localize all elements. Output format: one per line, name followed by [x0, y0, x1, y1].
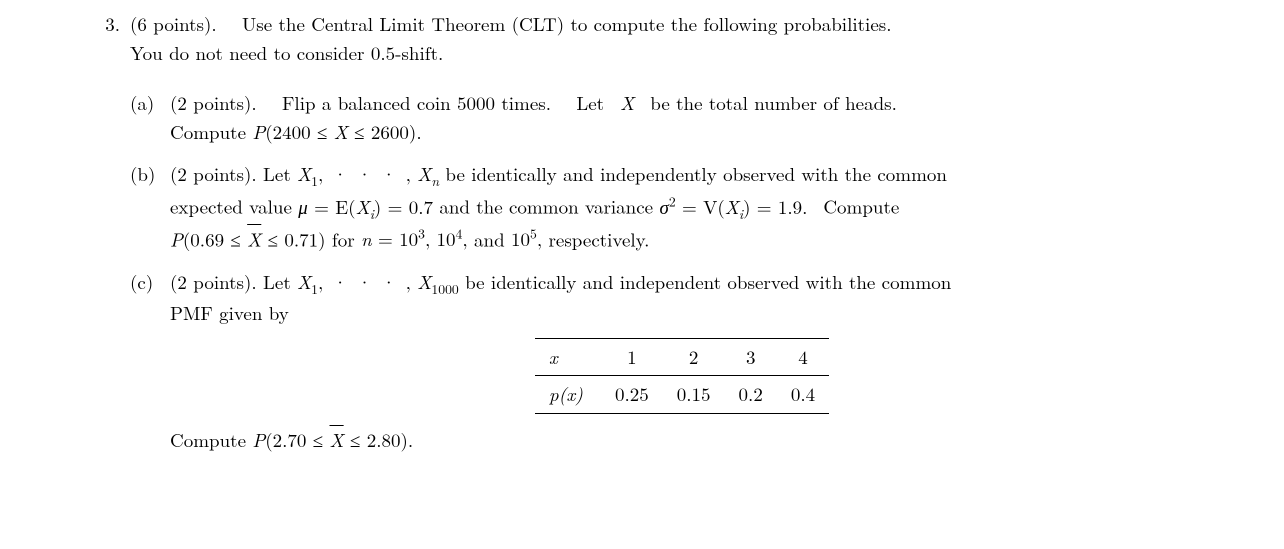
part-c-compute: Compute	[170, 426, 246, 453]
pmf-row-x: x 1 2 3 4	[535, 338, 829, 376]
problem-3: 3. (6 points). Use the Central Limit The…	[0, 10, 1194, 468]
part-b-prob: P(0.69 ≤ X ≤ 0.71)	[170, 225, 332, 252]
pmf-hdr-p: p(x)	[535, 376, 601, 414]
part-b-let: Let	[263, 160, 291, 187]
part-b-mu: μ = E(Xi) = 0.7	[298, 193, 439, 220]
part-c-prob: P(2.70 ≤ X ≤ 2.80).	[252, 426, 413, 453]
problem-number: 3.	[0, 10, 130, 468]
part-c-seq: X1, · · · , X1000	[297, 268, 465, 295]
part-c-text1: be identically and independent observed …	[465, 268, 951, 295]
pmf-x4: 4	[777, 338, 829, 376]
pmf-p1: 0.25	[601, 376, 663, 414]
part-a-text2: Let	[576, 89, 604, 116]
part-c-label: (c)	[130, 268, 170, 454]
part-b-points: (2 points).	[170, 160, 257, 187]
intro-line-2: You do not need to consider 0.5-shift.	[130, 39, 443, 66]
part-b-seq: X1, · · · , Xn	[297, 160, 445, 187]
pmf-p4: 0.4	[777, 376, 829, 414]
pmf-p2: 0.15	[663, 376, 725, 414]
pmf-x1: 1	[601, 338, 663, 376]
part-a-text1: Flip a balanced coin 5000 times.	[282, 89, 551, 116]
part-b-compute: Compute	[823, 193, 899, 220]
part-a-label: (a)	[130, 89, 170, 146]
part-b-body: (2 points). Let X1, · · · , Xn be identi…	[170, 160, 1194, 254]
part-c-pmf-label: PMF given by	[170, 299, 289, 326]
problem-page: 3. (6 points). Use the Central Limit The…	[0, 0, 1284, 549]
part-a-var: X	[610, 89, 644, 116]
pmf-x3: 3	[725, 338, 777, 376]
part-c-compute-line: Compute P(2.70 ≤ X ≤ 2.80).	[170, 426, 1194, 455]
part-b-for: for	[332, 225, 355, 252]
part-b: (b) (2 points). Let X1, · · · , Xn be id…	[130, 160, 1194, 254]
pmf-hdr-x: x	[535, 338, 601, 376]
part-a-prob: P(2400 ≤ X ≤ 2600).	[252, 118, 421, 145]
problem-points: (6 points).	[130, 10, 217, 37]
part-b-nvals: n = 103, 104,	[361, 225, 474, 252]
part-a-body: (2 points). Flip a balanced coin 5000 ti…	[170, 89, 1194, 146]
part-b-label: (b)	[130, 160, 170, 254]
part-b-resp: respectively.	[548, 225, 649, 252]
part-b-text1: be identically and independently observe…	[445, 160, 947, 187]
part-a-text3: be the total number of heads.	[650, 89, 897, 116]
pmf-p3: 0.2	[725, 376, 777, 414]
part-b-and: and the common variance	[439, 193, 653, 220]
pmf-row-p: p(x) 0.25 0.15 0.2 0.4	[535, 376, 829, 414]
part-b-sigma: σ2 = V(Xi) = 1.9.	[659, 193, 813, 220]
part-b-nlast: 105,	[511, 225, 548, 252]
part-a-points: (2 points).	[170, 89, 257, 116]
part-b-and2: and	[474, 225, 505, 252]
problem-intro: (6 points). Use the Central Limit Theore…	[130, 10, 1194, 67]
part-c-points: (2 points).	[170, 268, 257, 295]
intro-line-1: Use the Central Limit Theorem (CLT) to c…	[242, 10, 892, 37]
problem-body: (6 points). Use the Central Limit Theore…	[130, 10, 1194, 468]
part-b-exp-label: expected value	[170, 193, 292, 220]
pmf-x2: 2	[663, 338, 725, 376]
part-c-let: Let	[263, 268, 291, 295]
pmf-table: x 1 2 3 4 p(x) 0.25 0.15 0.2	[535, 338, 829, 414]
part-c-body: (2 points). Let X1, · · · , X1000 be ide…	[170, 268, 1194, 454]
part-c: (c) (2 points). Let X1, · · · , X1000 be…	[130, 268, 1194, 454]
part-a-compute: Compute	[170, 118, 246, 145]
subparts: (a) (2 points). Flip a balanced coin 500…	[130, 89, 1194, 454]
part-a: (a) (2 points). Flip a balanced coin 500…	[130, 89, 1194, 146]
